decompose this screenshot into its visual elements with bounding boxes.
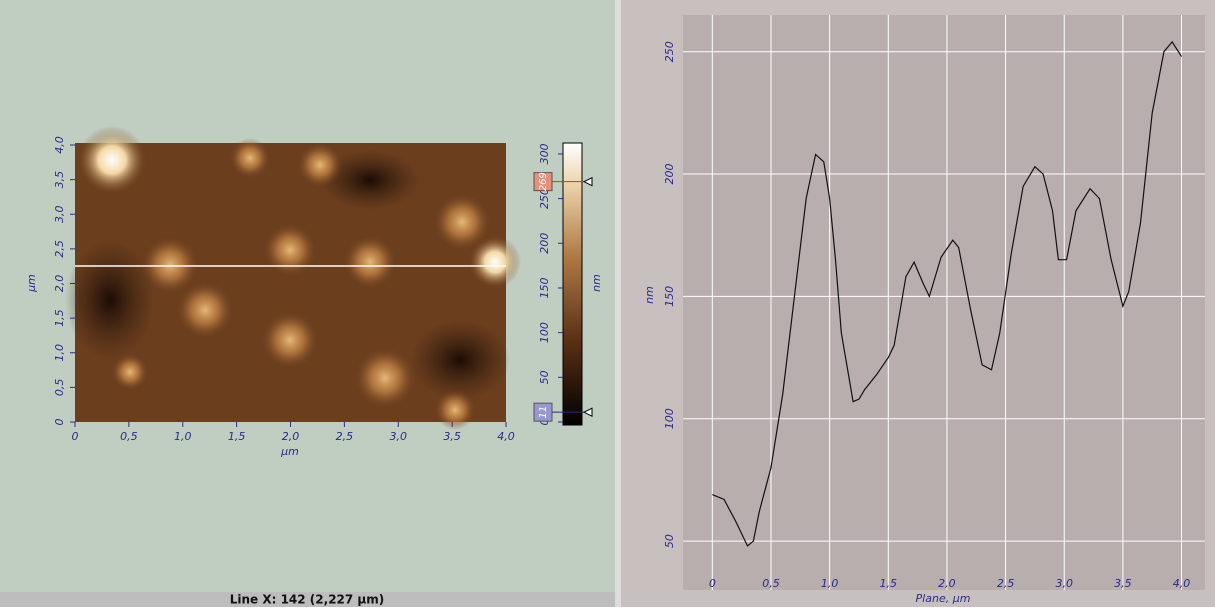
x-tick-label: 2,0 [938,577,956,590]
status-bar [0,592,615,607]
x-tick-label: 0 [709,577,716,590]
range-marker-label: 269 [538,172,549,191]
range-marker-label: 11 [538,406,549,419]
y-tick-label: 1,5 [53,309,66,327]
y-axis-label: nm [643,286,656,304]
x-tick-label: 4,0 [497,430,515,443]
status-text: Line X: 142 (2,227 µm) [230,593,385,607]
y-tick-label: 2,0 [53,275,66,293]
x-tick-label: 2,0 [282,430,300,443]
y-tick-label: 100 [663,408,676,429]
x-tick-label: 4,0 [1173,577,1191,590]
x-tick-label: 2,5 [997,577,1015,590]
x-tick-label: 3,0 [390,430,408,443]
x-tick-label: 3,5 [1114,577,1132,590]
y-tick-label: 150 [663,286,676,307]
y-tick-label: 50 [663,534,676,548]
colorbar-tick-label: 300 [538,143,551,164]
x-tick-label: 1,0 [821,577,839,590]
colorbar-tick-label: 150 [538,277,551,298]
colorbar-tick-label: 200 [538,233,551,254]
x-tick-label: 0 [72,430,79,443]
colorbar-tick-label: 0 [538,419,551,426]
plot-area [683,15,1205,590]
y-tick-label: 200 [663,164,676,185]
y-tick-label: 0 [53,419,66,426]
profile-line [712,40,1183,547]
y-tick-label: 0,5 [53,379,66,397]
x-tick-label: 1,5 [228,430,246,443]
range-handle [582,176,593,187]
x-tick-label: 2,5 [336,430,354,443]
y-tick-label: 3,5 [53,171,66,189]
y-tick-label: 3,0 [53,206,66,224]
x-tick-label: 1,5 [880,577,898,590]
y-tick-label: 1,0 [53,344,66,362]
y-tick-label: 4,0 [53,136,66,154]
x-tick-label: 0,5 [120,430,138,443]
y-tick-label: 250 [663,41,676,62]
colorbar-tick-label: 50 [538,370,551,384]
x-tick-label: 0,5 [762,577,780,590]
range-handle [582,407,593,417]
x-tick-label: 1,0 [174,430,192,443]
colorbar [562,142,583,426]
y-axis-label: µm [25,274,38,293]
afm-image [65,126,521,430]
colorbar-tick-label: 100 [538,322,551,343]
colorbar-tick-label: 250 [538,188,551,209]
x-axis-label: µm [280,445,299,458]
x-axis-label: Plane, µm [916,592,971,605]
y-tick-label: 2,5 [53,240,66,258]
splitter[interactable] [615,0,621,607]
x-tick-label: 3,0 [1055,577,1073,590]
x-tick-label: 3,5 [443,430,461,443]
colorbar-label: nm [590,274,603,292]
